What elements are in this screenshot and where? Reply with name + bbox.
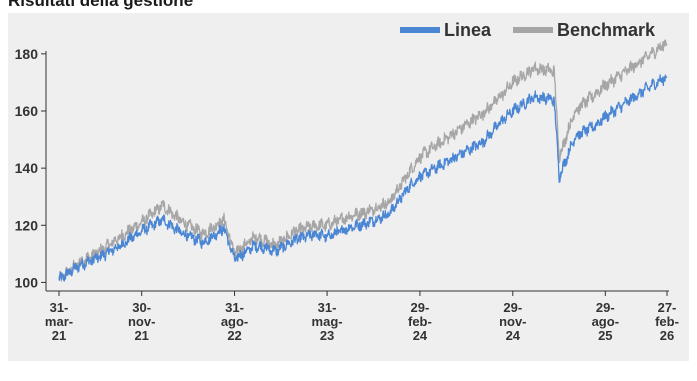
page-title: Risultati della gestione <box>8 0 194 10</box>
x-tick-label: 30- <box>132 300 151 315</box>
x-tick-label: nov- <box>499 314 526 329</box>
y-tick-label: 160 <box>15 103 39 119</box>
x-tick-label: mag- <box>312 314 343 329</box>
x-tick-label: mar- <box>45 314 73 329</box>
x-tick-label: 21 <box>134 328 148 343</box>
x-tick-label: ago- <box>221 314 248 329</box>
chart-panel: Linea Benchmark 100 120 140 160 180 31- mar- 21… <box>8 13 689 361</box>
x-tick-label: 27- <box>658 300 677 315</box>
legend-swatch <box>513 27 553 33</box>
y-tick-label: 100 <box>15 274 39 290</box>
y-tick-label: 120 <box>15 217 39 233</box>
x-tick-label: 31- <box>318 300 337 315</box>
legend-label: Linea <box>444 20 492 40</box>
chart-legend: Linea Benchmark <box>400 20 656 40</box>
x-axis: 31-mar-2130-nov-2131-ago-2231-mag-2329-f… <box>45 290 679 343</box>
x-tick-label: 21 <box>52 328 66 343</box>
x-tick-label: 29- <box>503 300 522 315</box>
x-tick-label: feb- <box>655 314 679 329</box>
x-tick-label: feb- <box>408 314 432 329</box>
series-layer <box>58 39 668 282</box>
x-tick-label: 31- <box>50 300 69 315</box>
x-tick-label: 31- <box>225 300 244 315</box>
x-tick-label: 24 <box>506 328 521 343</box>
x-tick-label: nov- <box>128 314 155 329</box>
legend-label: Benchmark <box>557 20 656 40</box>
x-tick-label: 26 <box>660 328 674 343</box>
x-tick-label: 29- <box>596 300 615 315</box>
y-axis: 100 120 140 160 180 <box>15 46 47 291</box>
x-tick-label: 22 <box>227 328 241 343</box>
legend-swatch <box>400 27 440 33</box>
x-tick-label: 25 <box>598 328 612 343</box>
x-tick-label: 24 <box>413 328 428 343</box>
x-tick-label: 29- <box>411 300 430 315</box>
series-line-linea <box>58 74 668 282</box>
series-line-benchmark <box>58 39 668 282</box>
x-tick-label: ago- <box>592 314 619 329</box>
y-tick-label: 180 <box>15 46 39 62</box>
y-tick-label: 140 <box>15 160 39 176</box>
x-tick-label: 23 <box>320 328 334 343</box>
